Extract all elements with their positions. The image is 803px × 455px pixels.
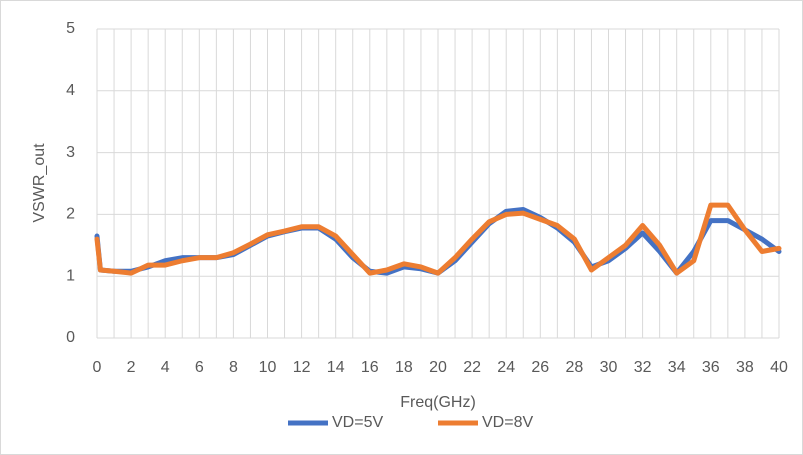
x-axis-title: Freq(GHz) <box>400 394 476 411</box>
x-tick-label: 36 <box>702 359 720 376</box>
legend-label: VD=5V <box>332 414 383 431</box>
y-tick-label: 4 <box>66 82 75 99</box>
x-tick-label: 34 <box>668 359 686 376</box>
y-tick-label: 2 <box>66 206 75 223</box>
x-tick-label: 10 <box>259 359 277 376</box>
x-tick-label: 28 <box>566 359 584 376</box>
y-tick-label: 1 <box>66 267 75 284</box>
x-tick-label: 38 <box>736 359 754 376</box>
x-tick-label: 14 <box>327 359 345 376</box>
x-tick-label: 2 <box>127 359 136 376</box>
y-tick-label: 0 <box>66 329 75 346</box>
y-tick-label: 5 <box>66 20 75 37</box>
x-tick-label: 40 <box>770 359 788 376</box>
x-tick-label: 12 <box>293 359 311 376</box>
x-tick-label: 0 <box>93 359 102 376</box>
x-tick-label: 22 <box>463 359 481 376</box>
x-tick-label: 18 <box>395 359 413 376</box>
y-axis-title: VSWR_out <box>31 143 48 223</box>
x-tick-label: 6 <box>195 359 204 376</box>
y-tick-label: 3 <box>66 144 75 161</box>
x-tick-label: 20 <box>429 359 447 376</box>
series-line <box>94 202 782 276</box>
x-tick-label: 8 <box>229 359 238 376</box>
x-tick-label: 24 <box>497 359 515 376</box>
x-tick-label: 26 <box>531 359 549 376</box>
x-tick-label: 16 <box>361 359 379 376</box>
x-tick-label: 32 <box>634 359 652 376</box>
x-tick-label: 30 <box>600 359 618 376</box>
x-tick-label: 4 <box>161 359 170 376</box>
legend-label: VD=8V <box>482 414 533 431</box>
